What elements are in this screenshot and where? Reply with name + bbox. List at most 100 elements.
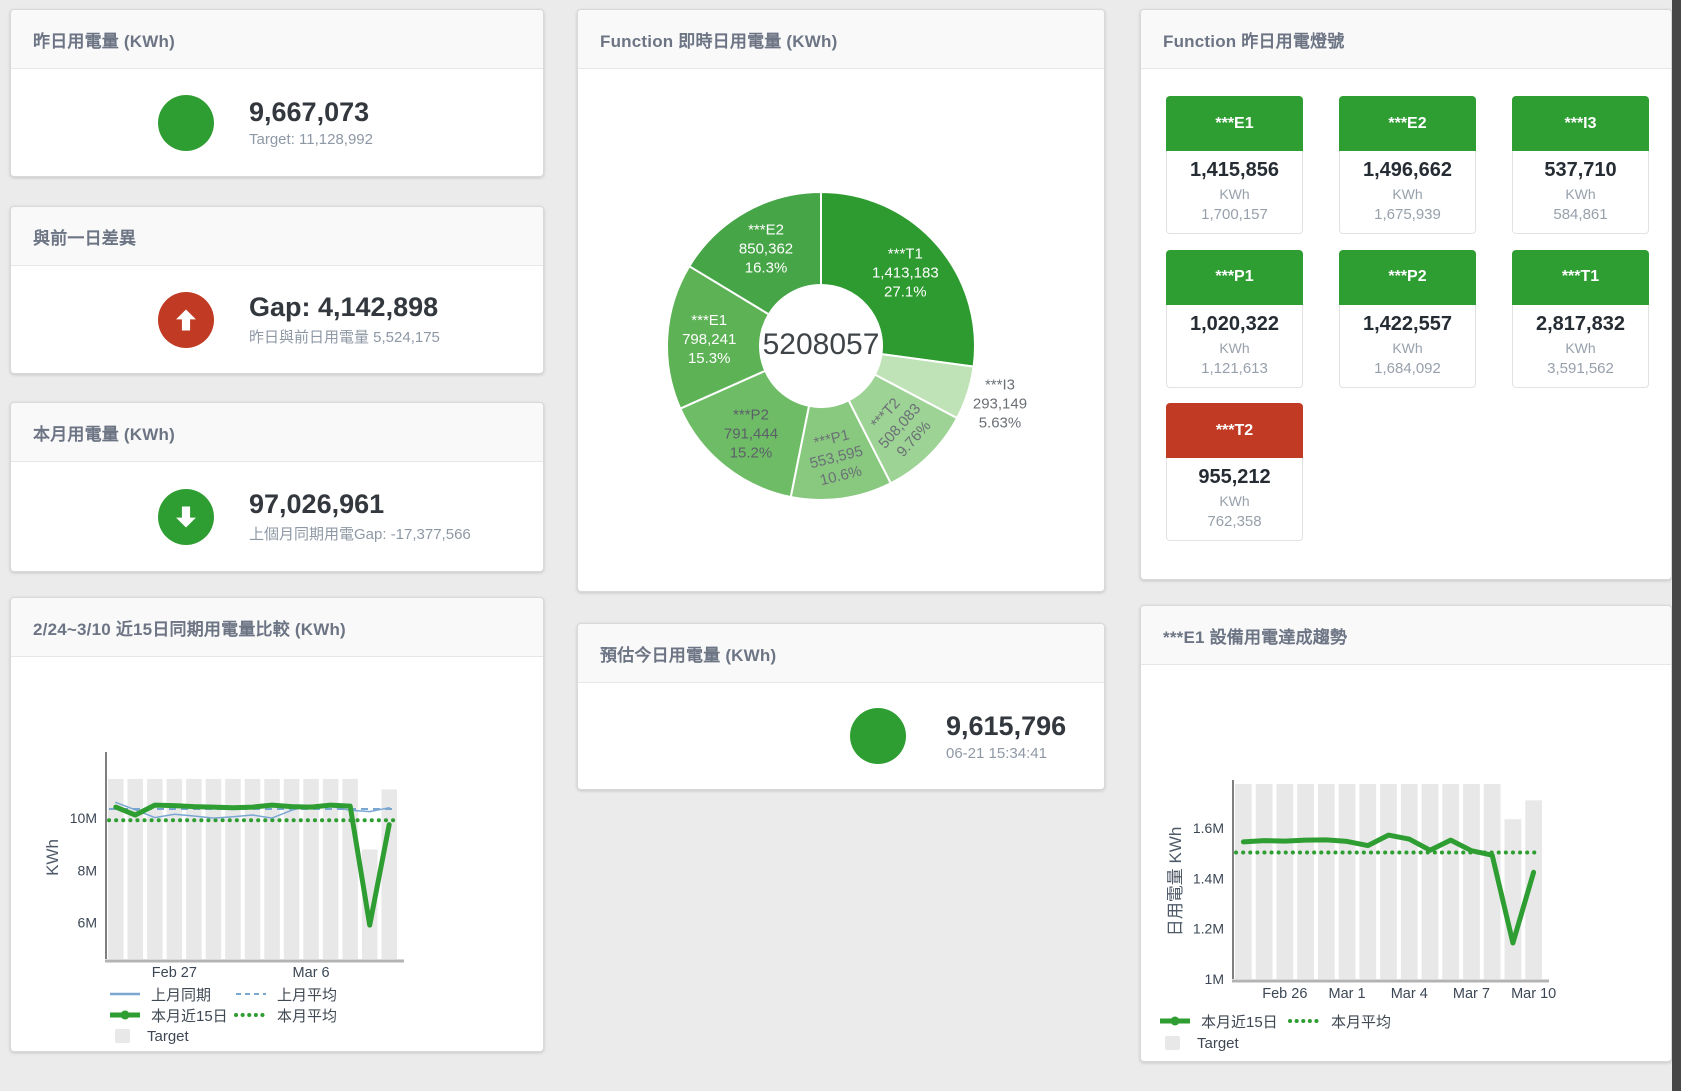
legend-item-本月平均[interactable]: 本月平均 xyxy=(234,1005,337,1025)
card-title: 與前一日差異 xyxy=(33,228,137,248)
series-line xyxy=(115,801,390,819)
kpi-subtext: 06-21 15:34:41 xyxy=(946,744,1047,762)
scrollbar[interactable] xyxy=(1672,0,1681,1091)
status-tile-E1: ***E1 1,415,856 KWh 1,700,157 xyxy=(1166,96,1303,234)
target-bar xyxy=(244,778,261,959)
svg-text:Feb 27: Feb 27 xyxy=(152,965,197,981)
tile-value: 2,817,832 xyxy=(1536,312,1625,335)
card-header: 本月用電量 (KWh) xyxy=(11,403,543,462)
legend-item-上月平均[interactable]: 上月平均 xyxy=(234,984,337,1004)
card-header: Function 即時日用電量 (KWh) xyxy=(578,10,1104,69)
legend-item-Target[interactable]: Target xyxy=(108,1026,189,1046)
target-bar xyxy=(264,778,280,959)
target-bar xyxy=(1442,784,1460,979)
tile-value: 955,212 xyxy=(1198,466,1271,488)
legend-item-Target[interactable]: Target xyxy=(1158,1033,1239,1053)
target-bar xyxy=(1504,819,1522,979)
tile-body: 955,212 KWh 762,358 xyxy=(1166,458,1303,541)
tile-body: 1,020,322 KWh 1,121,613 xyxy=(1166,304,1303,388)
compare-line-chart[interactable]: 6M 8M 10M Feb 27 Mar 6 KWh xyxy=(11,598,543,1051)
tile-name: ***E1 xyxy=(1166,96,1303,151)
kpi-subtext: 上個月同期用電Gap: -17,377,566 xyxy=(249,526,471,543)
target-bar xyxy=(283,778,300,959)
legend-item-本月近15日[interactable]: 本月近15日 xyxy=(1158,1011,1278,1031)
tile-name: ***E2 xyxy=(1339,96,1476,151)
tile-name: ***T2 xyxy=(1166,403,1303,458)
tile-unit: KWh xyxy=(1392,186,1423,202)
target-bar xyxy=(381,789,397,959)
tile-value: 1,422,557 xyxy=(1363,312,1452,335)
donut-label: ***P2 791,444 15.2% xyxy=(724,406,778,461)
trend-line-chart[interactable]: 1M 1.2M 1.4M 1.6M Feb 26 Mar 1 Mar 4 Mar 7 Mar 1… xyxy=(1141,606,1671,1061)
target-bar xyxy=(1235,784,1252,979)
svg-text:1M: 1M xyxy=(1205,971,1224,987)
card-header: 昨日用電量 (KWh) xyxy=(11,10,543,69)
tile-unit: KWh xyxy=(1565,339,1596,356)
kpi-value: Gap: 4,142,898 xyxy=(249,292,439,322)
target-bar xyxy=(166,778,183,959)
svg-text:Mar 4: Mar 4 xyxy=(1391,986,1428,1002)
target-bar xyxy=(361,849,378,959)
series-line xyxy=(1240,832,1537,946)
legend-label: 本月近15日 xyxy=(1201,1013,1278,1031)
legend-item-本月平均[interactable]: 本月平均 xyxy=(1288,1011,1391,1031)
tile-name: ***T1 xyxy=(1512,249,1649,305)
target-bar xyxy=(1380,784,1397,979)
donut-slice-E1[interactable] xyxy=(666,265,770,410)
tile-target: 1,675,939 xyxy=(1374,206,1441,223)
donut-slice-E2[interactable] xyxy=(688,191,822,316)
legend-item-上月同期[interactable]: 上月同期 xyxy=(108,984,211,1004)
tile-body: 1,422,557 KWh 1,684,092 xyxy=(1339,304,1476,388)
svg-text:1.6M: 1.6M xyxy=(1193,820,1224,836)
card-header: Function 昨日用電燈號 xyxy=(1141,10,1671,69)
target-bar xyxy=(1317,784,1335,979)
donut-slice-T1[interactable] xyxy=(820,191,976,368)
svg-text:1.2M: 1.2M xyxy=(1193,921,1224,937)
legend-label: 上月平均 xyxy=(277,986,338,1004)
target-bar xyxy=(303,778,319,959)
realtime-donut-chart[interactable]: ***T1 1,413,183 27.1%***I3 293,149 5.63%***T… xyxy=(578,69,1104,591)
tile-target: 762,358 xyxy=(1207,513,1262,530)
svg-text:6M: 6M xyxy=(78,914,97,930)
status-circle-icon xyxy=(158,94,214,151)
tile-unit: KWh xyxy=(1565,186,1596,202)
svg-text:Feb 26: Feb 26 xyxy=(1262,986,1307,1002)
svg-text:Mar 6: Mar 6 xyxy=(293,965,330,981)
series-line xyxy=(113,802,392,928)
status-tile-P1: ***P1 1,020,322 KWh 1,121,613 xyxy=(1166,249,1303,388)
donut-label: ***E1 798,241 15.3% xyxy=(682,312,736,367)
status-tile-T1: ***T1 2,817,832 KWh 3,591,562 xyxy=(1512,249,1649,388)
card-header: 2/24~3/10 近15日同期用電量比較 (KWh) xyxy=(11,598,543,657)
target-bar xyxy=(1255,784,1273,979)
tile-name: ***P1 xyxy=(1166,249,1303,305)
tile-unit: KWh xyxy=(1219,493,1250,509)
target-bar xyxy=(225,778,241,959)
status-tile-I3: ***I3 537,710 KWh 584,861 xyxy=(1512,96,1649,234)
card-title: 預估今日用電量 (KWh) xyxy=(600,645,777,665)
legend-item-本月近15日[interactable]: 本月近15日 xyxy=(108,1005,228,1025)
tile-value: 1,415,856 xyxy=(1190,159,1279,181)
kpi-value: 9,667,073 xyxy=(249,97,370,127)
card-realtime-donut: Function 即時日用電量 (KWh) ***T1 1,413,183 27.1… xyxy=(577,9,1105,592)
kpi-row: Gap: 4,142,898 昨日與前日用電量 5,524,175 xyxy=(11,266,543,373)
tile-body: 537,710 KWh 584,861 xyxy=(1512,151,1649,234)
svg-text:10M: 10M xyxy=(70,810,97,826)
legend-label: Target xyxy=(147,1027,189,1045)
svg-text:Mar 1: Mar 1 xyxy=(1328,986,1365,1002)
card-title: Function 昨日用電燈號 xyxy=(1163,31,1345,51)
status-tile-T2: ***T2 955,212 KWh 762,358 xyxy=(1166,403,1303,541)
status-tile-E2: ***E2 1,496,662 KWh 1,675,939 xyxy=(1339,96,1476,234)
legend-label: 本月平均 xyxy=(277,1007,338,1025)
svg-text:1.4M: 1.4M xyxy=(1193,870,1224,886)
tile-target: 1,684,092 xyxy=(1374,359,1441,377)
card-header: 預估今日用電量 (KWh) xyxy=(578,624,1104,683)
target-bar xyxy=(1421,784,1439,979)
kpi-value: 97,026,961 xyxy=(249,489,385,519)
target-bar xyxy=(127,778,144,959)
svg-text:Mar 10: Mar 10 xyxy=(1511,986,1556,1002)
donut-slice-P2[interactable] xyxy=(679,369,811,498)
card-header: ***E1 設備用電達成趨勢 xyxy=(1141,606,1671,665)
tile-target: 584,861 xyxy=(1553,206,1608,223)
card-trend-chart: ***E1 設備用電達成趨勢 1M 1.2M 1.4M 1.6M Feb 26 Mar 1… xyxy=(1140,605,1672,1062)
